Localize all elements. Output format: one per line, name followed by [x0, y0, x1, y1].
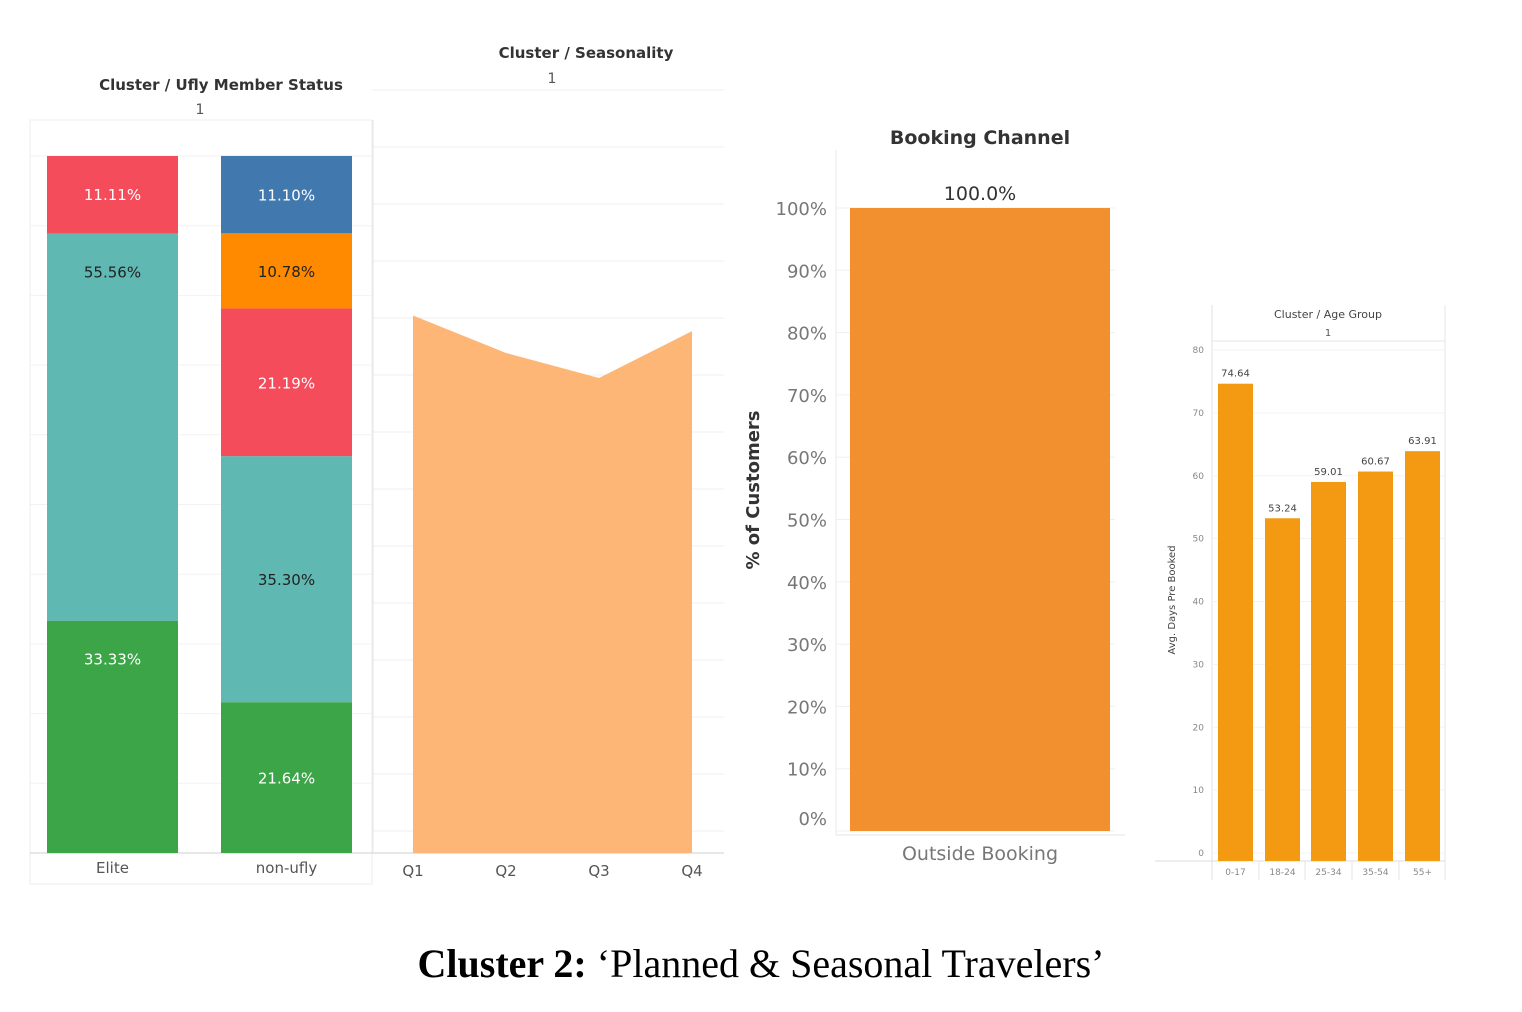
category-label: Elite: [96, 859, 129, 877]
y-tick-label: 90%: [787, 261, 827, 282]
y-tick-label: 70%: [787, 386, 827, 407]
y-tick-label: 30: [1193, 660, 1205, 670]
y-tick-label: 60%: [787, 448, 827, 469]
segment-label: 11.10%: [258, 187, 315, 205]
stack-segment: [221, 456, 352, 703]
category-label: 18-24: [1269, 868, 1295, 878]
quarter-label: Q3: [588, 862, 609, 880]
booking-channel-title: Booking Channel: [890, 127, 1070, 149]
segment-label: 11.11%: [84, 186, 141, 204]
stack-segment: [47, 233, 178, 621]
caption-title: ‘Planned & Seasonal Travelers’: [586, 941, 1105, 986]
seasonality-subtitle: 1: [548, 71, 557, 87]
y-tick-label: 0%: [798, 809, 827, 830]
quarter-label: Q4: [681, 862, 702, 880]
bar-data-label: 53.24: [1268, 503, 1297, 514]
booking-bar: [850, 208, 1110, 831]
y-tick-label: 60: [1193, 472, 1205, 482]
seasonality-area: [413, 315, 692, 853]
segment-label: 55.56%: [84, 263, 141, 281]
y-tick-label: 20: [1193, 723, 1205, 733]
age-bar: [1218, 383, 1253, 861]
bar-data-label: 100.0%: [944, 183, 1016, 205]
member-status-subtitle: 1: [196, 102, 205, 118]
y-tick-label: 0: [1198, 849, 1204, 859]
age-group-chart: Cluster / Age Group 1 Avg. Days Pre Book…: [1155, 305, 1446, 880]
age-bar: [1358, 471, 1393, 861]
stack-segment: [221, 308, 352, 457]
y-tick-label: 50: [1193, 535, 1205, 545]
category-label: Outside Booking: [902, 843, 1058, 865]
age-group-subtitle: 1: [1325, 328, 1331, 339]
seasonality-chart: Cluster / Seasonality 1 Q1 Q2 Q3 Q4: [372, 44, 724, 880]
stack-segment: [47, 156, 178, 234]
category-label: 25-34: [1315, 868, 1341, 878]
segment-label: 33.33%: [84, 651, 141, 669]
plot-frame: [29, 119, 373, 885]
caption-cluster: Cluster 2:: [417, 941, 587, 986]
stack-segment: [47, 620, 178, 853]
category-label: 35-54: [1362, 868, 1388, 878]
segment-label: 21.19%: [258, 374, 315, 392]
booking-channel-ylabel: % of Customers: [743, 410, 764, 569]
category-label: non-ufly: [256, 859, 318, 877]
age-bar: [1265, 518, 1300, 861]
y-tick-label: 100%: [776, 199, 827, 220]
age-group-title: Cluster / Age Group: [1274, 308, 1382, 321]
quarter-label: Q1: [402, 862, 423, 880]
y-tick-label: 80: [1193, 346, 1205, 356]
seasonality-title: Cluster / Seasonality: [499, 44, 674, 62]
stack-segment: [221, 233, 352, 309]
y-tick-label: 70: [1193, 409, 1205, 419]
y-tick-label: 20%: [787, 697, 827, 718]
bar-data-label: 63.91: [1408, 436, 1437, 447]
member-status-title: Cluster / Ufly Member Status: [99, 76, 343, 94]
age-group-ylabel: Avg. Days Pre Booked: [1167, 545, 1178, 654]
category-label: 0-17: [1225, 868, 1245, 878]
booking-channel-chart: Booking Channel % of Customers 0% 10% 20% 3…: [743, 127, 1125, 865]
segment-label: 35.30%: [258, 571, 315, 589]
y-tick-label: 80%: [787, 324, 827, 345]
y-tick-label: 10%: [787, 760, 827, 781]
bar-data-label: 59.01: [1314, 467, 1343, 478]
segment-label: 10.78%: [258, 263, 315, 281]
quarter-label: Q2: [495, 862, 516, 880]
stack-segment: [221, 702, 352, 853]
y-tick-label: 40: [1193, 598, 1205, 608]
age-bar: [1405, 451, 1440, 861]
y-tick-label: 10: [1193, 786, 1205, 796]
age-bar: [1311, 481, 1346, 861]
y-tick-label: 50%: [787, 511, 827, 532]
figure-caption: Cluster 2: ‘Planned & Seasonal Travelers…: [0, 940, 1522, 987]
y-tick-label: 30%: [787, 635, 827, 656]
member-status-chart: Cluster / Ufly Member Status 1 33.33% 55.…: [29, 76, 373, 885]
bar-data-label: 60.67: [1361, 457, 1390, 468]
bar-data-label: 74.64: [1221, 369, 1250, 380]
category-label: 55+: [1413, 868, 1432, 878]
stack-segment: [221, 155, 352, 234]
segment-label: 21.64%: [258, 770, 315, 788]
y-tick-label: 40%: [787, 573, 827, 594]
